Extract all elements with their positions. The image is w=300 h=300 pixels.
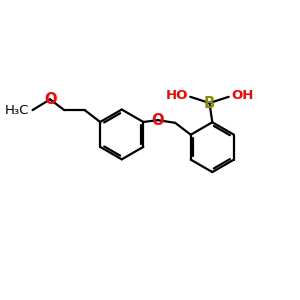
Text: H₃C: H₃C xyxy=(5,103,29,117)
Text: O: O xyxy=(44,92,56,107)
Text: B: B xyxy=(204,95,215,110)
Text: O: O xyxy=(152,112,164,128)
Text: HO: HO xyxy=(166,89,188,102)
Text: OH: OH xyxy=(231,89,254,102)
